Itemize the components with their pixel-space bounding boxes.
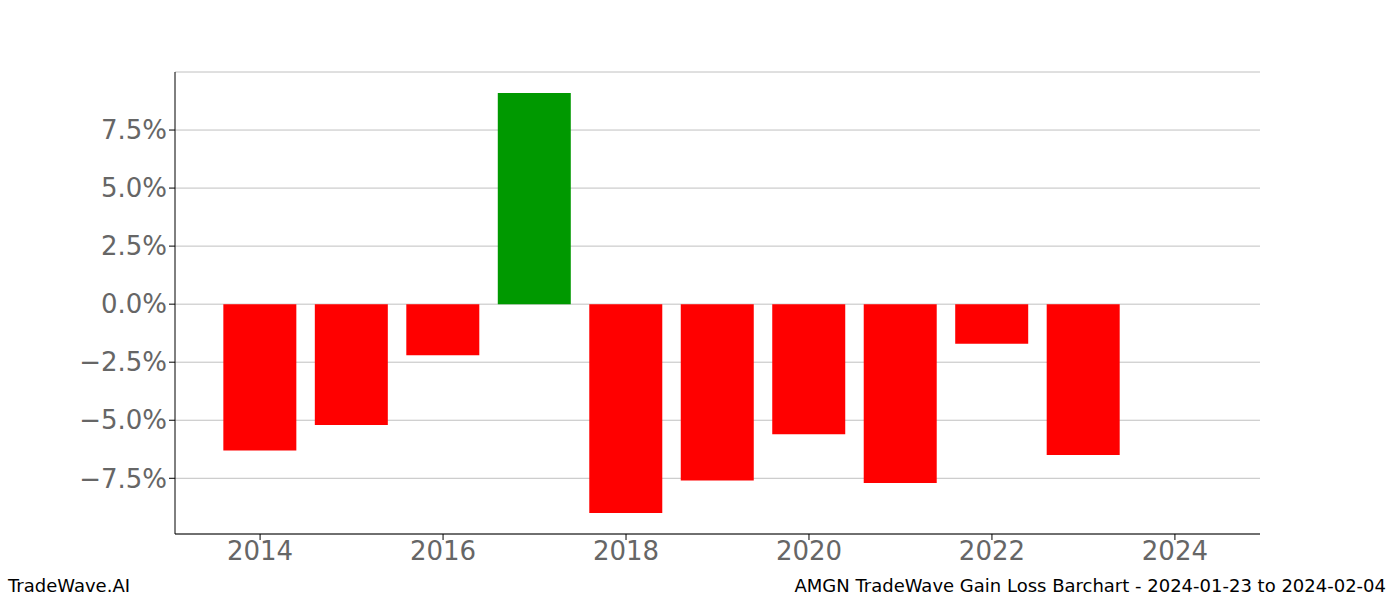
svg-text:2020: 2020 <box>776 536 842 566</box>
svg-text:2016: 2016 <box>410 536 476 566</box>
svg-text:−5.0%: −5.0% <box>79 405 167 435</box>
svg-text:0.0%: 0.0% <box>101 289 167 319</box>
html-text:TradeWave.AI: TradeWave.AI <box>8 575 130 596</box>
svg-text:−2.5%: −2.5% <box>79 347 167 377</box>
svg-text:7.5%: 7.5% <box>101 115 167 145</box>
svg-text:2022: 2022 <box>959 536 1025 566</box>
svg-text:2.5%: 2.5% <box>101 231 167 261</box>
svg-text:−7.5%: −7.5% <box>79 464 167 494</box>
svg-text:2014: 2014 <box>227 536 293 566</box>
html-text:AMGN TradeWave Gain Loss Barch: AMGN TradeWave Gain Loss Barchart - 2024… <box>794 575 1386 596</box>
svg-text:2024: 2024 <box>1142 536 1208 566</box>
svg-text:5.0%: 5.0% <box>101 173 167 203</box>
svg-text:2018: 2018 <box>593 536 659 566</box>
